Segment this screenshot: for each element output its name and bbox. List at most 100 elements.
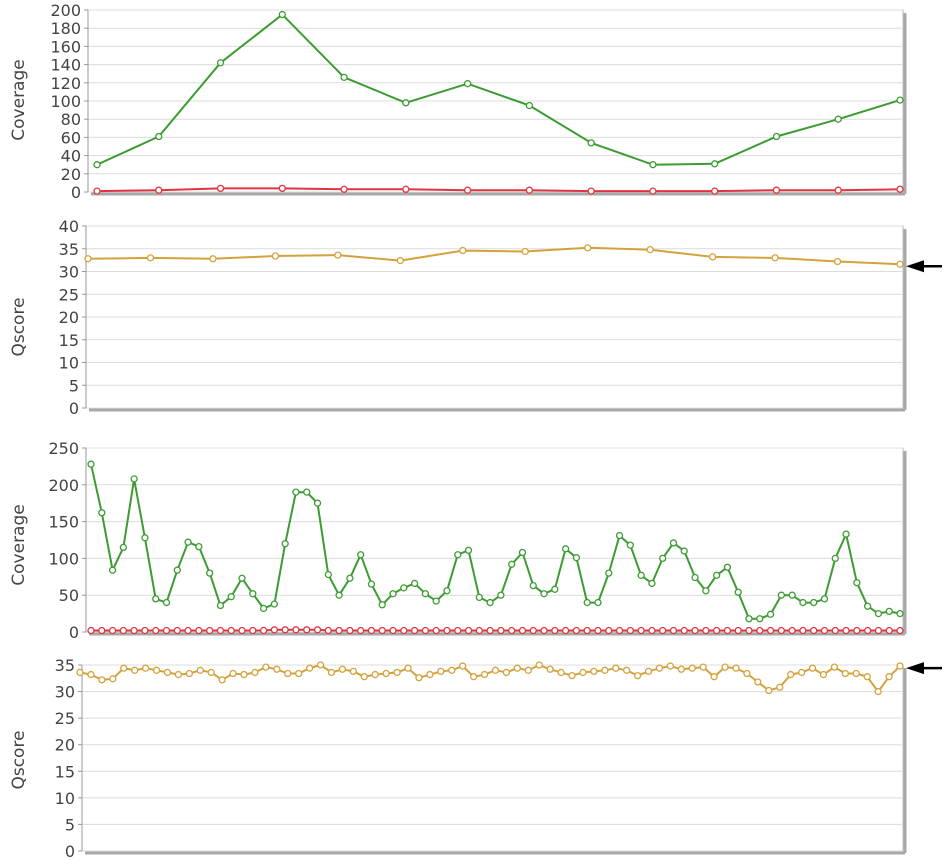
panel-4-series-1-point: [469, 673, 478, 681]
panel-3-series-1-point: [561, 545, 570, 553]
panel-1-y-tick-label: 40: [61, 147, 81, 166]
panel-3-series-1-point: [756, 615, 764, 623]
panel-3-series-2-point: [410, 626, 419, 635]
panel-3-series-2-point: [497, 626, 505, 635]
panel-3-series-2-point: [249, 626, 257, 635]
panel-2-arrow-head: [906, 260, 924, 273]
panel-3-series-1-point: [529, 581, 537, 590]
panel-3-series-1-point: [637, 571, 645, 579]
panel-1-y-tick-label: 80: [61, 110, 81, 129]
panel-4-series-1-point: [852, 669, 860, 678]
panel-1-series-2-point: [834, 186, 842, 194]
panel-4-series-1-point: [688, 664, 696, 672]
panel-3-series-2-point: [130, 626, 138, 635]
panel-4-series-1-point: [633, 671, 642, 680]
panel-4-series-1-point: [623, 666, 631, 674]
panel-4-series-1-point: [98, 676, 106, 684]
panel-4-series-1-point: [808, 664, 817, 672]
panel-4-series-1-point: [229, 669, 237, 678]
panel-3-series-1-point: [141, 534, 149, 542]
panel-3-series-1-point: [238, 574, 246, 582]
panel-4-series-1-point: [896, 662, 904, 670]
panel-3-series-1-point: [605, 569, 613, 577]
panel-3-series-1-point: [357, 551, 365, 559]
panel-2-series-1-point: [521, 247, 529, 256]
panel-4-series-1-point: [196, 666, 204, 674]
panel-3-series-1-point: [195, 542, 203, 551]
panel-3-series-2-point: [874, 626, 883, 635]
panel-2-series-1-point: [146, 254, 155, 262]
panel-3-series-2-point: [669, 626, 678, 635]
panel-4-series-1-point: [349, 667, 357, 676]
panel-3-series-2-point: [540, 626, 548, 635]
panel-4-series-1-point: [491, 666, 500, 674]
panel-2-series-1-point: [646, 246, 654, 254]
panel-4-series-1-point: [797, 668, 806, 677]
panel-3-series-1-point: [702, 587, 710, 595]
panel-4-series-1-point: [360, 673, 368, 681]
panel-3-series-1-point: [324, 570, 332, 579]
panel-3-series-2-point: [561, 626, 570, 635]
panel-3-series-1-point: [497, 591, 505, 599]
panel-1-series-2-point: [278, 184, 286, 193]
panel-3-series-1-point: [518, 548, 527, 557]
panel-4-series-1-point: [666, 662, 675, 670]
panel-3-series-1-point: [281, 540, 289, 548]
panel-4-series-1-point: [284, 669, 292, 678]
panel-3-series-1-point: [421, 590, 430, 598]
panel-3-series-1-point: [378, 601, 386, 609]
panel-1-series-1-point: [772, 132, 781, 141]
panel-3-series-1-point: [443, 587, 451, 595]
panel-4-series-1-point: [131, 666, 139, 674]
panel-3-series-1-point: [108, 566, 117, 574]
panel-2-series-1-point: [584, 244, 592, 252]
panel-3-series-1-point: [799, 598, 807, 607]
panel-4-series-1-point: [754, 678, 762, 686]
panel-1-y-tick-label: 200: [50, 1, 81, 20]
panel-3-series-2-point: [367, 626, 376, 635]
panel-3-series-2-point: [87, 626, 95, 635]
panel-3-series-1-point: [885, 607, 893, 616]
panel-4-series-1-point: [677, 665, 685, 673]
panel-3-series-2-point: [659, 626, 667, 635]
panel-2-y-tick-label: 5: [69, 376, 79, 395]
panel-1-series-1-point: [278, 10, 286, 19]
panel-3-series-2-point: [454, 626, 462, 635]
panel-4-series-1-point: [655, 664, 664, 672]
panel-2-y-tick-label: 30: [59, 263, 79, 282]
panel-3-series-2-point: [313, 626, 322, 634]
panel-1-series-2-point: [896, 185, 904, 193]
panel-3-series-2-point: [281, 626, 289, 634]
panel-4-series-1-point: [109, 675, 117, 683]
panel-2-y-axis-label: Qscore: [9, 297, 29, 356]
panel-3-series-2-point: [292, 626, 300, 634]
panel-3-series-2-point: [810, 626, 818, 635]
panel-1-y-tick-label: 140: [50, 56, 81, 75]
panel-3-series-2-point: [799, 626, 807, 635]
panel-1-series-1-point: [525, 101, 534, 110]
panel-3-series-2-point: [389, 626, 397, 635]
panel-3-series-1-point: [400, 584, 408, 592]
panel-3-series-2-point: [551, 626, 559, 635]
panel-4-series-1-point: [382, 669, 390, 678]
panel-2-y-tick-label: 25: [59, 285, 79, 304]
panel-3-series-1-point: [551, 585, 559, 593]
panel-3-series-2-point: [831, 626, 839, 635]
panel-1-series-2-point: [525, 186, 534, 194]
panel-3-series-2-point: [152, 626, 160, 635]
panel-2-series-1-point: [459, 246, 467, 255]
panel-1-series-2-point: [340, 185, 348, 193]
panel-3-series-2-point: [195, 626, 203, 635]
panel-3-plot-frame: [85, 447, 904, 633]
panel-3-series-1-point: [389, 590, 397, 598]
panel-3-series-2-point: [820, 626, 829, 635]
panel-3-series-2-point: [756, 626, 764, 635]
panel-4-series-1-point: [732, 664, 740, 672]
panel-3-series-2-point: [648, 626, 656, 635]
panel-4-y-tick-label: 15: [55, 762, 75, 781]
panel-3-series-1-point: [648, 579, 656, 588]
panel-2-series-1-point: [209, 255, 217, 263]
panel-3-series-1-point: [831, 554, 839, 563]
panel-4-series-1-point: [579, 668, 587, 677]
panel-2-series-1-point: [271, 252, 280, 260]
